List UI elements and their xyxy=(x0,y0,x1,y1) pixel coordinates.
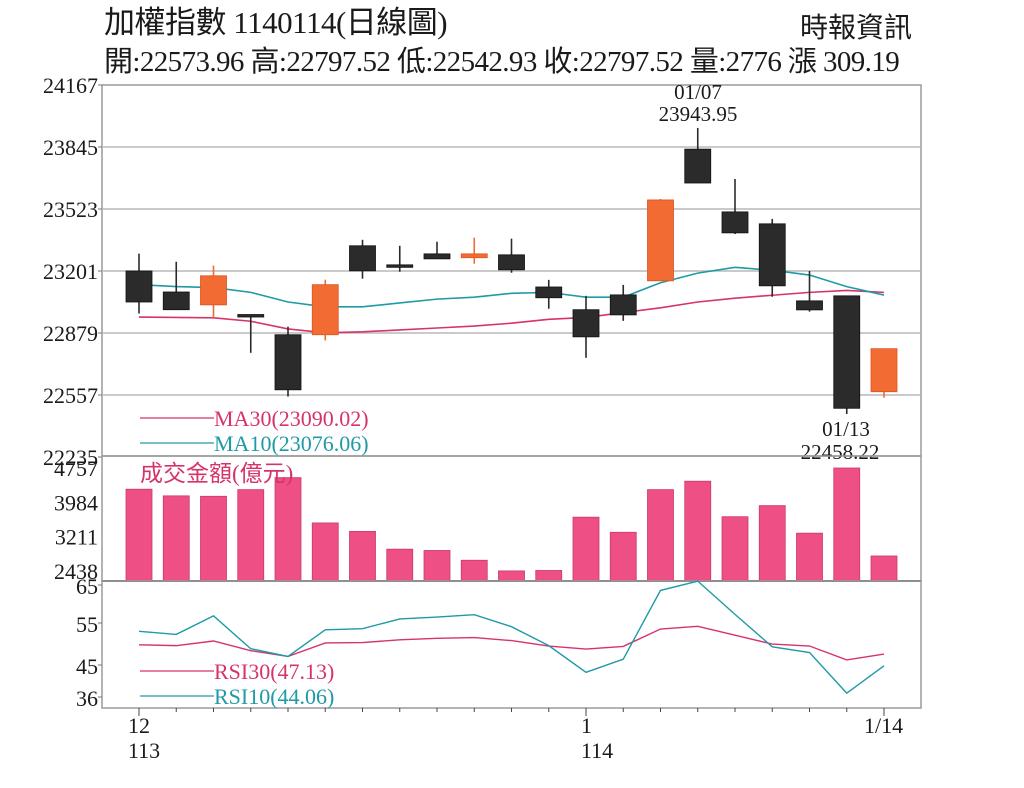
candle xyxy=(349,239,376,279)
candle xyxy=(535,279,563,309)
ma30-line xyxy=(138,289,885,334)
candle xyxy=(796,271,823,312)
low-value: 22458.22 xyxy=(801,440,880,464)
volume-y-tick: 4757 xyxy=(54,456,98,481)
candle xyxy=(386,245,414,272)
volume-bar xyxy=(423,550,451,582)
candle xyxy=(274,326,302,397)
rsi10-legend: RSI10(44.06) xyxy=(214,684,334,709)
high-value: 23943.95 xyxy=(659,102,738,126)
candle xyxy=(498,238,525,273)
candle xyxy=(423,241,451,260)
candle xyxy=(833,295,861,415)
candle xyxy=(200,265,227,318)
candle xyxy=(237,314,265,353)
volume-bar xyxy=(162,495,190,582)
price-y-tick: 22557 xyxy=(43,383,98,408)
candle xyxy=(721,178,749,235)
volume-bar xyxy=(311,522,339,582)
x-label-jan: 1 xyxy=(581,713,592,738)
candle xyxy=(870,348,898,398)
source-label: 時報資訊 xyxy=(800,13,913,44)
volume-bar xyxy=(386,548,414,582)
price-y-tick: 23523 xyxy=(43,197,98,222)
volume-bar xyxy=(870,555,898,582)
price-panel: 24167 23845 23523 23201 22879 22557 22235 MA30… xyxy=(43,73,922,470)
volume-bar xyxy=(647,489,674,582)
rsi-y-tick: 45 xyxy=(76,654,98,679)
x-axis xyxy=(138,708,885,716)
chart-title: 加權指數 1140114(日線圖) xyxy=(104,5,448,40)
x-axis-labels: 12 113 1 114 1/14 xyxy=(128,713,903,763)
volume-bar xyxy=(833,467,861,582)
high-annotation: 01/07 23943.95 xyxy=(659,80,738,126)
candle xyxy=(647,198,674,282)
candle xyxy=(572,295,600,358)
rsi30-legend: RSI30(47.13) xyxy=(214,659,334,684)
volume-panel: 4757 3984 3211 2438 成交金額(億元) xyxy=(54,455,922,584)
volume-bar xyxy=(609,531,637,582)
rsi-panel: 65 55 45 36 RSI30(47.13) RSI10(44.06) xyxy=(76,574,922,711)
x-label-dec: 12 xyxy=(128,713,150,738)
volume-bar xyxy=(498,570,525,582)
volume-bar xyxy=(237,489,265,582)
volume-y-tick: 3984 xyxy=(54,490,98,515)
candle xyxy=(684,127,712,184)
candle xyxy=(460,237,488,264)
price-y-tick: 23201 xyxy=(43,259,98,284)
volume-bar xyxy=(460,559,488,582)
rsi-y-tick: 55 xyxy=(76,612,98,637)
price-y-tick: 23845 xyxy=(43,135,98,160)
ma30-legend: MA30(23090.02) xyxy=(214,406,369,431)
volume-label: 成交金額(億元) xyxy=(140,461,293,486)
low-annotation: 01/13 22458.22 xyxy=(801,417,880,464)
candle xyxy=(125,253,153,314)
volume-bar xyxy=(535,570,563,582)
x-label-114: 114 xyxy=(581,738,613,763)
volume-bar xyxy=(684,480,712,582)
candle xyxy=(162,261,190,311)
rsi-y-tick: 65 xyxy=(76,574,98,599)
volume-bar xyxy=(796,532,823,582)
volume-bar xyxy=(200,495,227,582)
volume-y-tick: 3211 xyxy=(55,525,98,550)
ma10-legend: MA10(23076.06) xyxy=(214,431,369,456)
rsi10-line xyxy=(138,580,885,695)
x-label-113: 113 xyxy=(128,738,160,763)
volume-bar xyxy=(721,516,749,582)
volume-bar xyxy=(349,530,376,582)
x-label-0114: 1/14 xyxy=(864,713,903,738)
price-legend: MA30(23090.02) MA10(23076.06) xyxy=(140,406,369,456)
volume-bar xyxy=(758,505,786,582)
candle xyxy=(609,284,637,321)
volume-bar xyxy=(125,488,153,582)
low-date: 01/13 xyxy=(822,417,870,441)
rsi-y-tick: 36 xyxy=(76,686,98,711)
price-y-tick: 24167 xyxy=(43,73,98,98)
rsi30-line xyxy=(138,625,885,661)
candle xyxy=(311,279,339,341)
price-y-tick: 22879 xyxy=(43,321,98,346)
volume-bar xyxy=(572,516,600,582)
high-date: 01/07 xyxy=(674,80,722,104)
volume-y-tick: 2438 xyxy=(54,559,98,584)
ohlc-summary: 開:22573.96 高:22797.52 低:22542.93 收:22797… xyxy=(104,46,900,78)
rsi-legend: RSI30(47.13) RSI10(44.06) xyxy=(140,659,334,709)
volume-bar xyxy=(274,477,302,582)
price-y-tick: 22235 xyxy=(43,445,98,470)
candle xyxy=(758,218,786,297)
